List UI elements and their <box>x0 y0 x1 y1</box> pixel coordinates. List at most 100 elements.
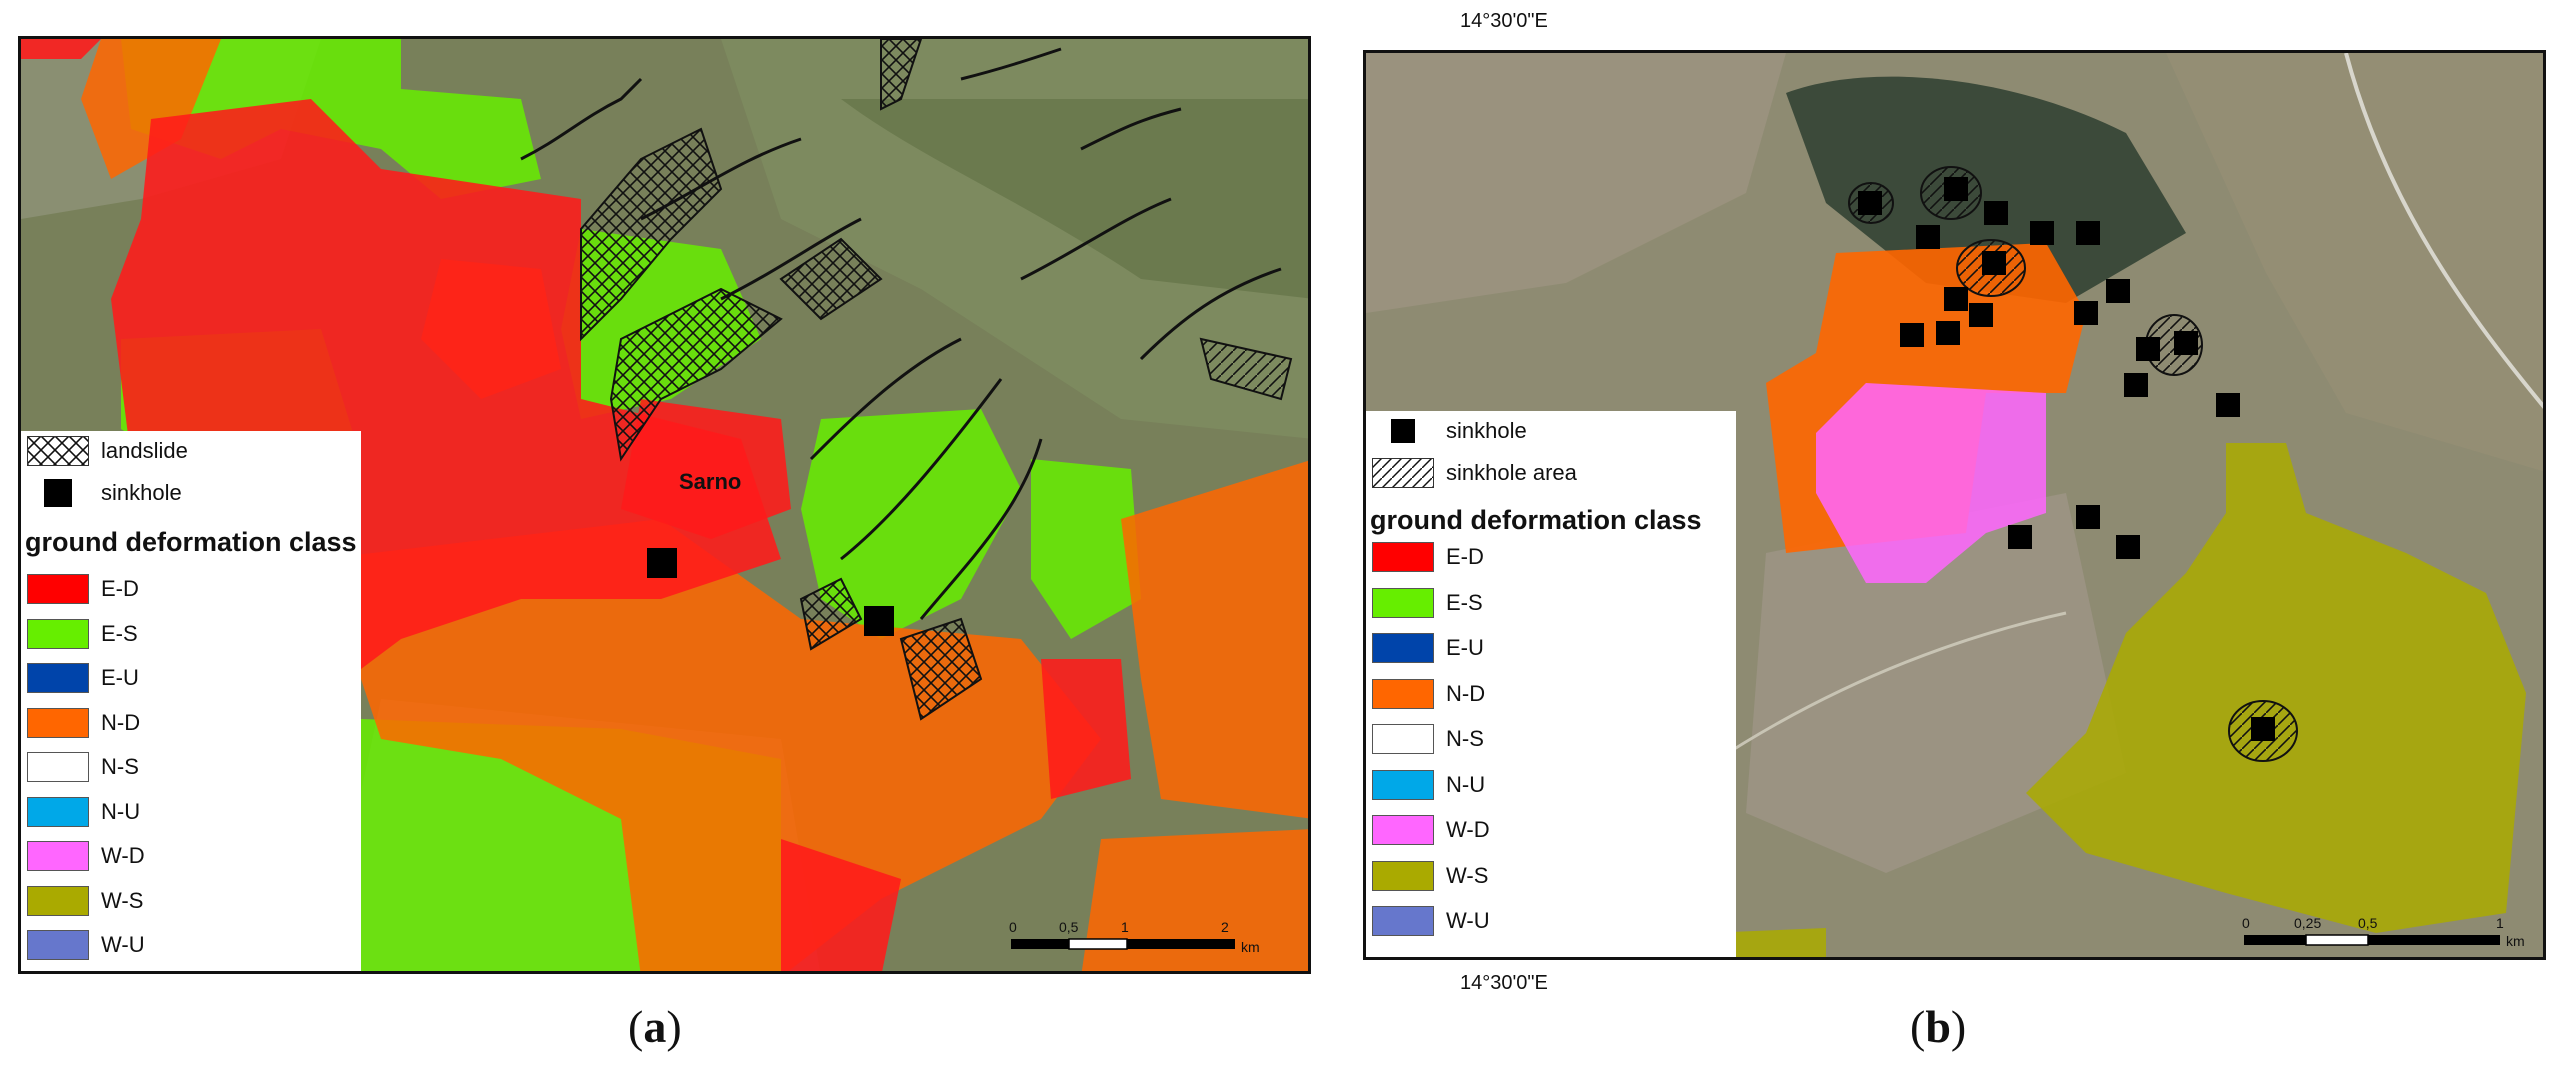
legend-swatch <box>27 930 89 960</box>
legend-label: sinkhole area <box>1446 460 1577 485</box>
legend-class-n-u: N-U <box>27 796 140 828</box>
legend-class-label: W-S <box>101 887 144 913</box>
legend-swatch <box>27 618 89 649</box>
legend-class-label: W-U <box>1446 908 1490 933</box>
legend-class-w-d: W-D <box>27 840 145 872</box>
class-e-d-zone <box>21 39 101 59</box>
scale-tick-label: 0 <box>2242 915 2250 931</box>
class-e-s-zone <box>1031 459 1141 639</box>
scale-bar-b: 0 0,25 0,5 1 km <box>2242 915 2542 957</box>
sinkhole-marker <box>647 548 677 578</box>
scale-tick-label: 0 <box>1009 919 1017 935</box>
legend-class-e-d: E-D <box>1372 541 1484 573</box>
sinkhole-square-icon <box>1372 415 1434 447</box>
class-n-d-zone <box>1121 460 1308 819</box>
legend-swatch <box>1372 724 1434 754</box>
legend-class-n-u: N-U <box>1372 769 1485 801</box>
landslide-channels <box>520 47 1282 620</box>
legend-swatch <box>27 841 89 871</box>
sinkhole-marker <box>2106 279 2130 303</box>
sinkhole-marker <box>2030 221 2054 245</box>
legend-swatch <box>1372 678 1434 709</box>
sinkhole-marker <box>2076 221 2100 245</box>
scale-unit: km <box>1241 939 1260 955</box>
forest-terrain <box>1786 76 2186 303</box>
legend-class-label: W-U <box>101 932 145 957</box>
legend-class-n-s: N-S <box>1372 723 1484 755</box>
caption-a: (a) <box>628 1001 682 1052</box>
legend-item-sinkhole: sinkhole <box>27 477 182 509</box>
legend-class-e-s: E-S <box>1372 587 1483 619</box>
sinkhole-marker <box>2136 337 2160 361</box>
sinkhole-markers <box>1858 177 2275 741</box>
class-e-d-zone <box>781 839 901 971</box>
sinkhole-area-hatch-icon <box>1372 458 1434 488</box>
legend-swatch <box>1372 815 1434 845</box>
map-panel-b: sinkhole sinkhole area ground deformatio… <box>1363 50 2546 960</box>
sinkhole-marker <box>2216 393 2240 417</box>
legend-class-e-u: E-U <box>1372 632 1484 664</box>
class-w-s-zone <box>1706 928 1826 957</box>
caption-b: (b) <box>1910 1001 1967 1052</box>
legend-class-label: E-S <box>1446 589 1483 615</box>
legend-class-label: E-D <box>1446 544 1484 569</box>
scale-tick-label: 2 <box>1221 919 1229 935</box>
legend-swatch <box>27 885 89 916</box>
legend-class-label: N-U <box>1446 771 1486 797</box>
legend-swatch <box>1372 769 1434 800</box>
class-w-d-zone <box>1816 383 2046 583</box>
legend-swatch <box>27 707 89 738</box>
legend-class-label: W-D <box>101 843 145 868</box>
coordinate-label-top: 14°30'0"E <box>1460 10 1548 32</box>
legend-swatch <box>1372 587 1434 618</box>
sinkhole-marker <box>2174 331 2198 355</box>
landslide-area <box>779 237 883 321</box>
legend-label: sinkhole <box>1446 418 1527 443</box>
ridge-terrain <box>841 99 1308 299</box>
scale-tick-label: 1 <box>2496 915 2504 931</box>
legend-class-label: N-S <box>101 754 139 779</box>
legend-class-w-s: W-S <box>27 885 143 917</box>
legend-class-label: E-U <box>1446 635 1484 660</box>
scale-tick-label: 0,5 <box>1059 919 1079 935</box>
sinkhole-square-icon <box>27 477 89 509</box>
class-e-d-zone <box>621 399 791 539</box>
legend-class-label: N-U <box>101 798 141 824</box>
legend-item-sinkhole-area: sinkhole area <box>1372 457 1577 489</box>
legend-class-w-d: W-D <box>1372 814 1490 846</box>
sinkhole-marker <box>1858 191 1882 215</box>
legend-item-sinkhole: sinkhole <box>1372 415 1527 447</box>
legend-swatch <box>1372 542 1434 572</box>
scale-tick-label: 0,5 <box>2358 915 2378 931</box>
sinkhole-marker <box>2008 525 2032 549</box>
scale-tick-label: 1 <box>1121 919 1129 935</box>
scale-bar-graphic <box>2244 934 2500 946</box>
legend-swatch <box>27 796 89 827</box>
legend-class-e-u: E-U <box>27 662 139 694</box>
coordinate-label-bottom: 14°30'0"E <box>1460 972 1548 994</box>
legend-class-label: E-D <box>101 576 139 601</box>
sinkhole-marker <box>2124 373 2148 397</box>
class-n-d-zone <box>81 39 221 179</box>
legend-class-w-u: W-U <box>27 929 145 961</box>
class-n-d-zone <box>321 519 1101 971</box>
legend-class-label: E-U <box>101 665 139 690</box>
sinkhole-marker <box>2074 301 2098 325</box>
legend-swatch <box>1372 860 1434 891</box>
map-panel-a: Sarno landslide sinkhole ground deformat… <box>18 36 1311 974</box>
legend-class-label: W-D <box>1446 817 1490 842</box>
legend-class-label: N-D <box>1446 680 1486 706</box>
legend-class-label: N-S <box>1446 726 1484 751</box>
legend-swatch <box>27 574 89 604</box>
landslide-area <box>799 577 863 651</box>
scale-tick-label: 0,25 <box>2294 915 2322 931</box>
legend-class-w-u: W-U <box>1372 905 1490 937</box>
legend-panel-a: landslide sinkhole ground deformation cl… <box>21 431 361 971</box>
legend-class-label: N-D <box>101 709 141 735</box>
legend-swatch <box>27 752 89 782</box>
sinkhole-marker <box>1944 177 1968 201</box>
landslide-area <box>899 617 983 721</box>
legend-title: ground deformation class <box>25 527 357 557</box>
urban-terrain <box>1366 53 1786 313</box>
landslide-hatch-icon <box>27 436 89 466</box>
